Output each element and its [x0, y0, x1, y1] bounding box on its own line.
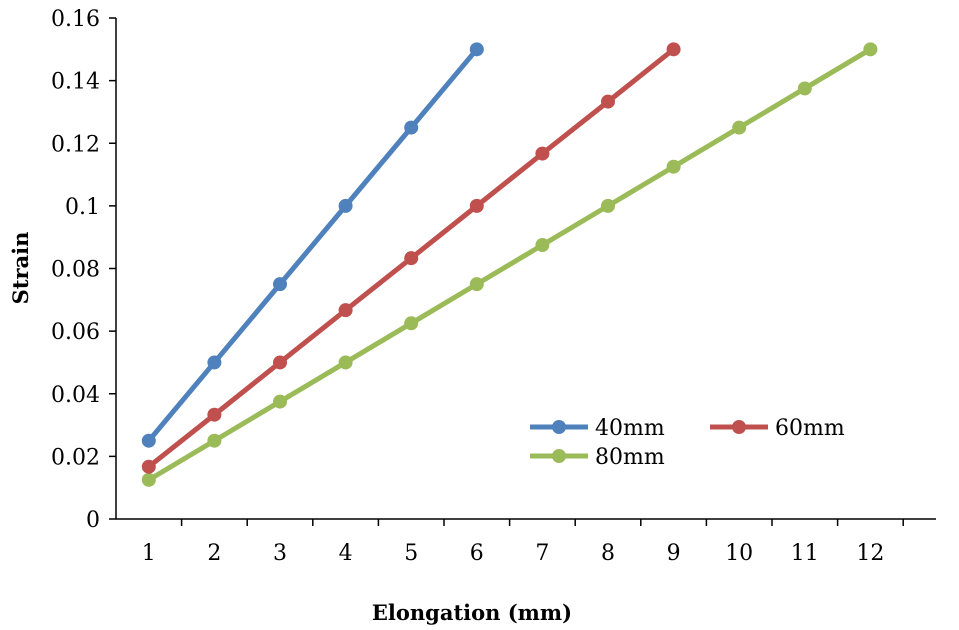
data-point	[338, 303, 353, 318]
series-line	[146, 46, 873, 483]
x-tick-label: 3	[273, 541, 287, 566]
series-40mm	[141, 42, 484, 448]
y-tick-label: 0.14	[51, 70, 100, 95]
x-axis-ticks: 1 2 3 4 5 6 7 8 9 10 11 12	[142, 519, 904, 566]
series-layer	[141, 42, 878, 487]
data-point	[666, 42, 681, 57]
data-point	[338, 198, 353, 213]
y-tick-label: 0.12	[51, 132, 100, 157]
data-point	[141, 472, 156, 487]
x-tick-label: 5	[404, 541, 418, 566]
data-point	[338, 355, 353, 370]
data-point	[469, 42, 484, 57]
data-point	[404, 120, 419, 135]
legend-marker	[732, 420, 746, 434]
y-axis-ticks: 0 0.02 0.04 0.06 0.08 0.1 0.12 0.14 0.16	[51, 7, 116, 533]
data-point	[863, 42, 878, 57]
legend-item: 60mm	[710, 416, 845, 441]
x-tick-label: 10	[725, 541, 753, 566]
legend-item: 80mm	[530, 445, 665, 470]
y-tick-label: 0.04	[51, 383, 100, 408]
data-point	[404, 251, 419, 266]
x-tick-label: 2	[207, 541, 221, 566]
x-tick-label: 1	[142, 541, 156, 566]
data-point	[273, 394, 287, 409]
data-point	[797, 81, 812, 96]
y-tick-label: 0.16	[51, 7, 100, 32]
y-tick-label: 0.02	[51, 445, 100, 470]
series-60mm	[141, 42, 681, 474]
data-point	[601, 94, 615, 109]
y-tick-label: 0.06	[51, 320, 100, 345]
legend-label: 60mm	[775, 416, 845, 441]
data-point	[469, 277, 484, 292]
legend-label: 40mm	[595, 416, 665, 441]
data-point	[469, 198, 484, 213]
x-tick-label: 8	[601, 541, 615, 566]
y-tick-label: 0.1	[65, 195, 100, 220]
y-tick-label: 0.08	[51, 258, 100, 283]
legend-marker	[552, 420, 566, 434]
data-point	[273, 277, 287, 292]
data-point	[404, 316, 419, 331]
data-point	[207, 355, 222, 370]
legend-marker	[552, 449, 566, 463]
data-point	[141, 459, 156, 474]
data-point	[535, 146, 550, 161]
series-line	[146, 46, 480, 444]
data-point	[141, 433, 156, 448]
data-point	[535, 238, 550, 253]
y-tick-label: 0	[86, 508, 100, 533]
x-tick-label: 6	[470, 541, 484, 566]
x-tick-label: 11	[791, 541, 819, 566]
y-axis-title: Strain	[8, 232, 33, 305]
data-point	[207, 433, 222, 448]
x-tick-label: 4	[339, 541, 353, 566]
x-axis-title: Elongation (mm)	[372, 600, 572, 625]
series-80mm	[141, 42, 878, 487]
data-point	[273, 355, 287, 370]
x-tick-label: 12	[856, 541, 884, 566]
x-tick-label: 7	[535, 541, 549, 566]
legend-item: 40mm	[530, 416, 665, 441]
data-point	[207, 407, 222, 422]
data-point	[601, 198, 615, 213]
data-point	[732, 120, 747, 135]
legend-label: 80mm	[595, 445, 665, 470]
data-point	[666, 159, 681, 174]
x-tick-label: 9	[667, 541, 681, 566]
legend: 40mm 60mm 80mm	[530, 416, 845, 470]
